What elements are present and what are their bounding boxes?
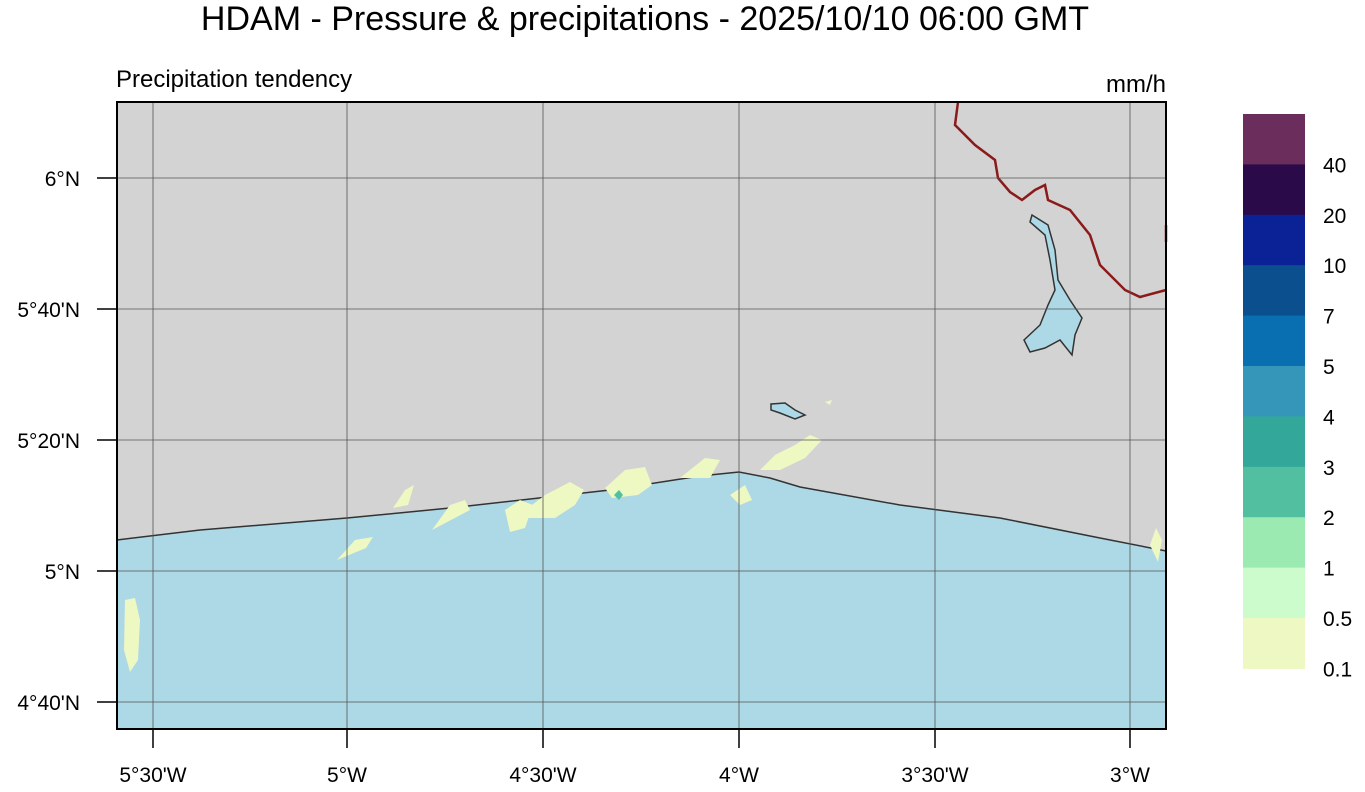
legend-swatch bbox=[1243, 366, 1305, 417]
map-area bbox=[97, 101, 1168, 748]
lon-label: 3°30'W bbox=[901, 764, 968, 787]
subtitle: Precipitation tendency bbox=[116, 66, 352, 93]
legend-swatch bbox=[1243, 618, 1305, 669]
legend-label: 1 bbox=[1323, 558, 1335, 581]
lon-label: 4°W bbox=[719, 764, 759, 787]
legend-swatch bbox=[1243, 164, 1305, 216]
lat-label: 4°40'N bbox=[17, 692, 80, 715]
axis-labels: 6°N 5°40'N 5°20'N 5°N 4°40'N 5°30'W 5°W 4°30'W 4… bbox=[17, 168, 1150, 787]
lat-label: 5°40'N bbox=[17, 299, 80, 322]
legend-label: 0.5 bbox=[1323, 608, 1352, 631]
legend-swatch bbox=[1243, 517, 1305, 569]
legend-label: 2 bbox=[1323, 507, 1335, 530]
legend-swatch bbox=[1243, 214, 1305, 266]
legend-swatch bbox=[1243, 265, 1305, 317]
lat-label: 5°20'N bbox=[17, 430, 80, 453]
legend-label: 10 bbox=[1323, 255, 1346, 278]
legend-label: 3 bbox=[1323, 457, 1335, 480]
lat-label: 6°N bbox=[45, 168, 80, 191]
legend-label: 4 bbox=[1323, 406, 1335, 429]
lon-label: 5°W bbox=[327, 764, 367, 787]
legend-swatch bbox=[1243, 416, 1305, 468]
legend: 40 20 10 7 5 4 3 2 1 0.5 0.1 bbox=[1243, 114, 1352, 681]
legend-label: 5 bbox=[1323, 356, 1335, 379]
precip bbox=[124, 400, 1162, 672]
legend-swatch bbox=[1243, 315, 1305, 367]
lon-label: 5°30'W bbox=[119, 764, 186, 787]
legend-label: 7 bbox=[1323, 306, 1335, 329]
lon-label: 3°W bbox=[1110, 764, 1150, 787]
title: HDAM - Pressure & precipitations - 2025/… bbox=[201, 0, 1089, 38]
legend-label: 40 bbox=[1323, 154, 1346, 177]
lat-label: 5°N bbox=[45, 561, 80, 584]
legend-swatch bbox=[1243, 466, 1305, 518]
legend-swatch bbox=[1243, 567, 1305, 619]
legend-label: 0.1 bbox=[1323, 658, 1352, 681]
legend-label: 20 bbox=[1323, 205, 1346, 228]
unit: mm/h bbox=[1106, 71, 1166, 98]
lon-label: 4°30'W bbox=[509, 764, 576, 787]
legend-swatch bbox=[1243, 114, 1305, 165]
